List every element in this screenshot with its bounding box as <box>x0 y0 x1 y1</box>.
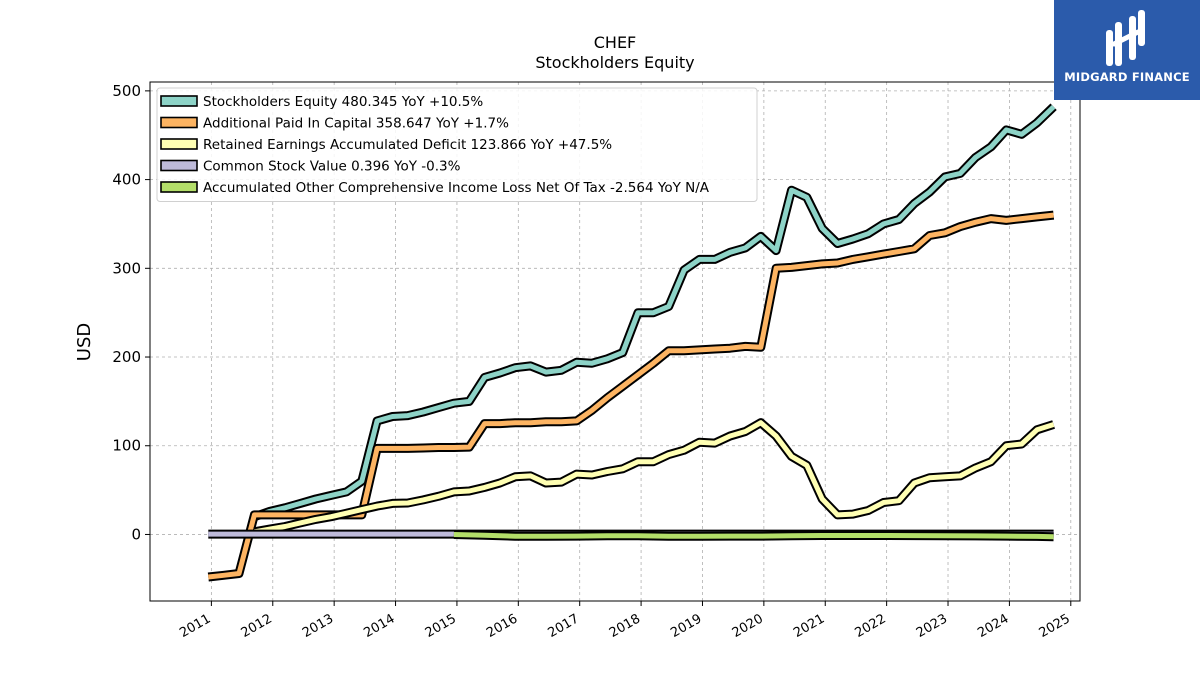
legend-swatch <box>160 159 198 172</box>
y-tick-label: 200 <box>112 348 141 366</box>
legend-swatch <box>160 95 198 107</box>
legend-entry: Retained Earnings Accumulated Deficit 12… <box>203 137 612 153</box>
y-tick-label: 100 <box>112 437 141 455</box>
x-tick-label: 2025 <box>1037 611 1073 641</box>
legend-swatch <box>160 181 198 193</box>
x-tick-label: 2017 <box>546 611 582 641</box>
y-tick-label: 0 <box>131 525 141 543</box>
y-axis-label: USD <box>74 323 95 361</box>
x-tick-label: 2014 <box>361 611 397 641</box>
legend-frame <box>156 87 758 202</box>
midgard-finance-logo: MIDGARD FINANCE <box>1054 0 1200 100</box>
plot-frame <box>149 81 1081 602</box>
x-tick-label: 2013 <box>300 611 336 641</box>
logo-text: MIDGARD FINANCE <box>1064 70 1190 84</box>
x-tick-label: 2015 <box>423 611 459 641</box>
chart-title: CHEF <box>594 33 637 52</box>
x-tick-label: 2021 <box>791 611 827 641</box>
series-line-0 <box>253 105 1056 520</box>
legend-entry: Stockholders Equity 480.345 YoY +10.5% <box>203 94 483 110</box>
y-tick-label: 400 <box>112 171 141 189</box>
series-line-4 <box>453 532 1054 540</box>
y-tick-label: 300 <box>112 259 141 277</box>
series-line-1 <box>208 212 1054 580</box>
legend-entry: Common Stock Value 0.396 YoY -0.3% <box>203 159 461 175</box>
legend-swatch <box>160 138 198 150</box>
x-tick-label: 2022 <box>852 611 888 641</box>
x-tick-label: 2016 <box>484 611 520 641</box>
legend: Stockholders Equity 480.345 YoY +10.5% Ad… <box>156 87 758 202</box>
chart-subtitle: Stockholders Equity <box>535 53 694 72</box>
y-tick-label: 500 <box>112 82 141 100</box>
series-layer <box>207 103 1057 582</box>
x-tick-label: 2019 <box>668 611 704 641</box>
logo-mark-icon <box>1106 10 1145 66</box>
x-tick-label: 2012 <box>239 611 275 641</box>
legend-entry: Accumulated Other Comprehensive Income L… <box>203 180 710 196</box>
series-outline-1 <box>207 210 1055 582</box>
series-line-2 <box>253 420 1055 535</box>
legend-swatch <box>160 116 198 129</box>
x-tick-label: 2011 <box>177 611 213 641</box>
x-tick-label: 2024 <box>975 611 1011 641</box>
legend-entry: Additional Paid In Capital 358.647 YoY +… <box>203 116 509 132</box>
x-tick-label: 2023 <box>914 611 950 641</box>
x-tick-label: 2020 <box>730 611 766 641</box>
x-tick-label: 2018 <box>607 611 643 641</box>
